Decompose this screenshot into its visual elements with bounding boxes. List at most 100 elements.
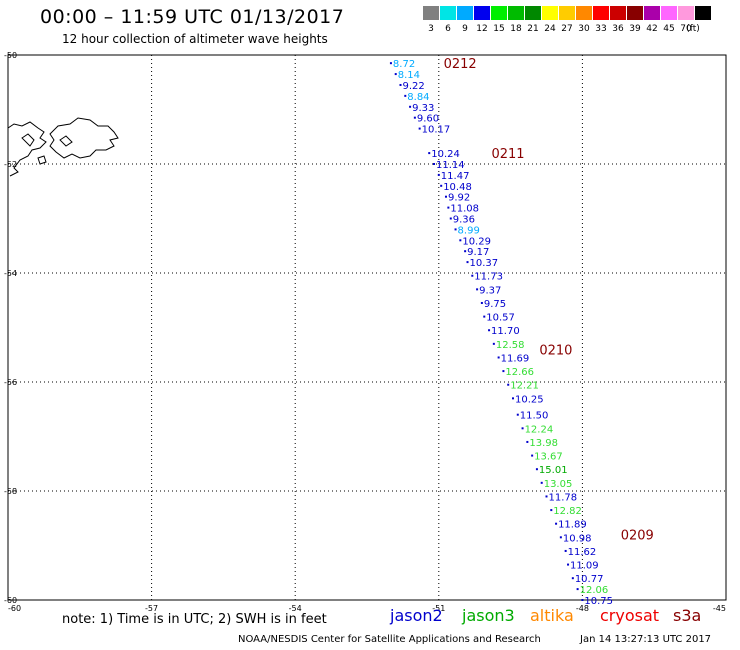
- colorbar-label: 45: [663, 24, 675, 34]
- colorbar-cell: [576, 6, 593, 20]
- colorbar-cell: [678, 6, 695, 20]
- y-tick-label: -58: [4, 487, 17, 496]
- y-tick-label: -50: [4, 51, 17, 60]
- track-point: [444, 195, 447, 198]
- legend-item-altika: altika: [530, 606, 574, 625]
- track-point: [437, 173, 440, 176]
- colorbar-cell: [423, 6, 440, 20]
- track-point: [394, 73, 397, 76]
- y-tick-label: -56: [4, 378, 17, 387]
- wave-height-value: 12.21: [510, 381, 539, 392]
- track-point: [488, 329, 491, 332]
- y-tick-label: -54: [4, 269, 17, 278]
- track-point: [433, 163, 436, 165]
- wave-height-value: 11.14: [436, 160, 465, 171]
- track-point: [447, 206, 450, 209]
- colorbar-unit-label: (ft): [686, 24, 700, 34]
- colorbar-cell: [627, 6, 644, 20]
- colorbar-label: 9: [462, 24, 468, 34]
- track-point: [564, 549, 567, 552]
- map-gridlines: [8, 55, 726, 600]
- colorbar-cell: [508, 6, 525, 20]
- track-point: [413, 116, 416, 119]
- pass-number-label: 0212: [444, 57, 477, 72]
- track-point: [516, 413, 519, 416]
- wave-height-value: 11.78: [549, 492, 578, 503]
- falkland-islands-coastline: [7, 117, 119, 177]
- colorbar-cell: [440, 6, 457, 20]
- track-point: [502, 370, 505, 373]
- colorbar-cell: [695, 6, 712, 20]
- x-tick-label: -57: [145, 604, 158, 613]
- x-tick-label: -60: [8, 604, 21, 613]
- pass-labels: 0212 0211 0210 0209: [444, 57, 654, 543]
- colorbar-label: 36: [612, 24, 624, 34]
- wave-height-value: 10.57: [486, 313, 515, 324]
- wave-height-value: 11.08: [450, 204, 479, 215]
- wave-height-value: 12.06: [580, 585, 609, 596]
- page-subtitle: 12 hour collection of altimeter wave hei…: [62, 32, 328, 46]
- track-point: [507, 383, 510, 386]
- wave-height-value: 8.99: [458, 225, 480, 236]
- pass-number-label: 0210: [539, 343, 572, 358]
- track-point: [511, 397, 514, 400]
- track-point: [459, 239, 462, 242]
- wave-height-value: 11.62: [568, 547, 597, 558]
- wave-height-value: 10.75: [584, 596, 613, 607]
- track-point: [559, 536, 562, 539]
- wave-height-value: 9.36: [453, 215, 475, 226]
- map-axis-ticks: -60 -57 -54 -51 -48 -45 -50 -52 -54 -56 -58 -60: [4, 51, 726, 613]
- colorbar-label: 21: [527, 24, 539, 34]
- wave-height-value: 11.09: [570, 561, 599, 572]
- track-point: [540, 481, 543, 484]
- wave-height-value: 9.22: [403, 81, 425, 92]
- colorbar-label: 70: [680, 24, 692, 34]
- colorbar-label: 18: [510, 24, 522, 34]
- colorbar-cell: [525, 6, 542, 20]
- wave-height-value: 9.60: [417, 114, 439, 125]
- legend-item-jason2: jason2: [390, 606, 443, 625]
- wave-height-value: 15.01: [539, 465, 568, 476]
- track-point: [535, 468, 538, 471]
- colorbar-cell: [559, 6, 576, 20]
- track-point: [545, 495, 548, 498]
- colorbar-label: 30: [578, 24, 590, 34]
- x-tick-label: -48: [576, 604, 589, 613]
- track-point: [476, 288, 479, 291]
- x-tick-label: -51: [432, 604, 445, 613]
- y-tick-label: -52: [4, 160, 17, 169]
- track-point: [571, 577, 574, 580]
- colorbar-cell: [610, 6, 627, 20]
- wave-height-value: 13.98: [529, 438, 558, 449]
- track-point: [555, 522, 558, 525]
- track-point: [471, 274, 474, 277]
- colorbar-label: 27: [561, 24, 573, 34]
- wave-height-value: 10.24: [431, 149, 460, 160]
- wave-height-value: 10.77: [575, 574, 604, 585]
- pass-number-label: 0211: [491, 147, 524, 162]
- wave-height-value: 11.69: [501, 353, 530, 364]
- track-point: [567, 563, 570, 566]
- wave-height-value: 13.67: [534, 452, 563, 463]
- pass-number-label: 0209: [621, 529, 654, 544]
- track-point: [428, 152, 431, 155]
- track-point: [440, 184, 443, 187]
- altimeter-observations: 8.728.149.228.849.339.6010.1710.2411.141…: [389, 59, 613, 607]
- wave-height-value: 9.75: [484, 299, 506, 310]
- wave-height-value: 10.29: [462, 236, 491, 247]
- colorbar-cell: [661, 6, 678, 20]
- wave-height-value: 11.47: [441, 171, 470, 182]
- wave-height-value: 10.17: [422, 125, 451, 136]
- wave-height-value: 10.48: [443, 182, 472, 193]
- colorbar-cell: [644, 6, 661, 20]
- track-point: [483, 315, 486, 318]
- colorbar-cell: [491, 6, 508, 20]
- track-point: [480, 301, 483, 304]
- wave-height-value: 9.92: [448, 193, 470, 204]
- x-tick-label: -45: [713, 604, 726, 613]
- wave-height-value: 11.70: [491, 326, 520, 337]
- units-note: note: 1) Time is in UTC; 2) SWH is in fe…: [62, 612, 327, 627]
- legend-item-jason3: jason3: [462, 606, 515, 625]
- track-point: [404, 94, 407, 97]
